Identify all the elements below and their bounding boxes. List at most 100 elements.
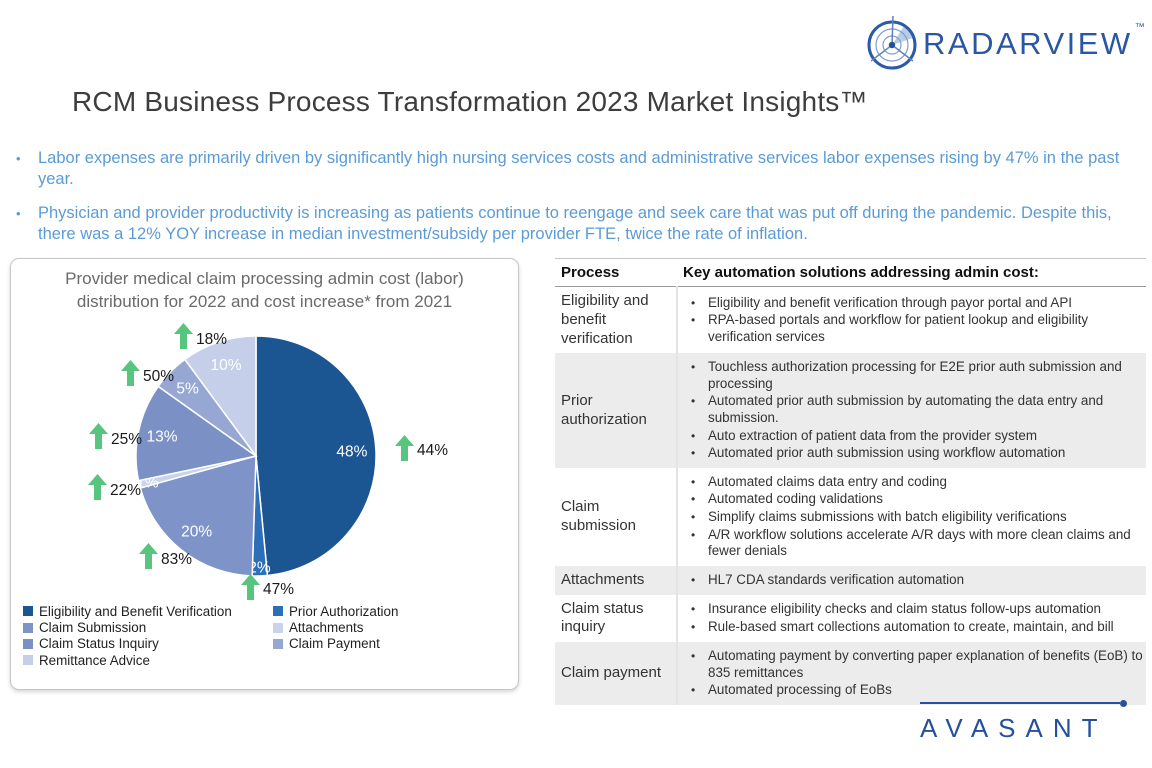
increase-arrow-icon [121,360,140,386]
increase-label: 83% [161,551,192,568]
pie-value-label: 48% [336,443,367,460]
legend-label: Claim Payment [289,636,380,652]
increase-label: 47% [263,581,294,598]
solution-item: • Automated claims data entry and coding [680,474,1144,491]
process-row: Claim status inquiry • Insurance eligibili… [555,594,1146,643]
solution-text: Automating payment by converting paper e… [708,648,1143,680]
solution-text: Automated coding validations [708,491,883,507]
process-name: Claim status inquiry [561,599,644,636]
pie-chart: 48%2%20%1%13%5%10%44%47%83%22%25%50%18% [88,323,448,600]
bullet-marker: • [691,474,696,489]
bullet-marker: • [16,206,21,221]
legend-item: Claim Submission [23,619,273,635]
process-row: Attachments • HL7 CDA standards verificati… [555,565,1146,595]
solution-item: • Auto extraction of patient data from th… [680,428,1144,445]
bullet-marker: • [691,619,696,634]
solution-text: Simplify claims submissions with batch e… [708,509,1067,524]
bullet-marker: • [691,492,696,507]
legend-swatch-prior-authorization [273,606,283,617]
solution-text: Rule-based smart collections automation … [708,618,1114,634]
solution-item: • Automated prior auth submission by auto… [680,393,1144,426]
process-row: Claim payment • Automating payment by conv… [555,642,1146,705]
solution-item: • Automating payment by converting paper … [680,648,1144,681]
solution-item: • A/R workflow solutions accelerate A/R d… [680,527,1144,560]
bullet-marker: • [691,428,696,443]
solutions-cell: • Touchless authorization processing for … [676,353,1146,468]
pie-value-label: 20% [181,524,212,541]
legend-swatch-attachments [273,622,283,633]
legend-item: Remittance Advice [23,652,273,668]
pie-value-label: 5% [176,381,199,398]
pie-slice-remittance-advice [183,335,257,459]
bullet-marker: • [691,510,696,524]
solution-text: Auto extraction of patient data from the… [708,427,1037,443]
solution-text: Automated prior auth submission using wo… [708,445,1066,461]
solutions-cell: • Automating payment by converting paper … [676,642,1146,705]
legend-item: Claim Status Inquiry [23,636,273,652]
increase-label: 50% [143,368,174,385]
page-title: RCM Business Process Transformation 2023… [72,86,868,117]
chart-panel: Provider medical claim processing admin … [10,258,519,690]
legend-swatch-eligibility-and-benefit-verification [23,606,33,617]
increase-arrow-icon [88,474,107,500]
increase-arrow-icon [139,543,158,569]
solutions-cell: • Eligibility and benefit verification th… [676,286,1146,354]
process-name: Claim payment [561,664,662,682]
insight-text-1: Labor expenses are primarily driven by s… [38,149,1120,188]
process-name: Prior authorization [561,391,647,428]
pie-value-label: 2% [248,560,271,577]
solution-item: • Simplify claims submissions with batch … [680,509,1144,526]
column-header-process: Process [555,258,677,287]
increase-label: 18% [196,331,227,348]
increase-label: 22% [110,482,141,499]
radarview-logo: RADARVIEW ™ [866,14,1145,74]
legend-label: Claim Status Inquiry [39,636,159,652]
avasant-line-decoration [920,699,1127,707]
solution-text: HL7 CDA standards verification automatio… [708,571,965,587]
bullet-marker: • [691,572,696,587]
insight-text-2: Physician and provider productivity is i… [38,204,1112,243]
increase-arrow-icon [174,323,193,349]
solution-item: • HL7 CDA standards verification automati… [680,572,1144,589]
process-name: Claim submission [561,498,637,534]
solution-text: Automated claims data entry and coding [708,473,947,489]
process-row: Claim submission • Automated claims data e… [555,467,1146,566]
legend-item: Attachments [273,619,509,635]
pie-slice-eligibility-and-benefit-verification [255,335,377,577]
process-name: Eligibility and benefit verification [561,292,649,347]
solution-item: • RPA-based portals and workflow for pati… [680,312,1144,345]
bullet-marker: • [691,649,696,664]
avasant-logo: AVASANT [920,699,1128,744]
solution-text: Eligibility and benefit verification thr… [708,294,1072,310]
insight-bullets: • Labor expenses are primarily driven by… [14,148,1140,258]
legend-label: Remittance Advice [39,652,150,668]
pie-value-label: 10% [210,357,241,374]
solution-item: • Automated processing of EoBs [680,682,1144,699]
insight-bullet-2: • Physician and provider productivity is… [14,203,1140,245]
legend-item: Prior Authorization [273,603,509,619]
solution-text: Automated processing of EoBs [708,682,892,698]
column-header-solutions: Key automation solutions addressing admi… [677,258,1146,287]
solution-item: • Rule-based smart collections automation… [680,619,1144,636]
solution-text: RPA-based portals and workflow for patie… [708,312,1089,344]
pie-value-label: 13% [146,428,177,445]
process-name: Attachments [561,570,645,588]
bullet-marker: • [691,602,696,617]
increase-label: 44% [417,442,448,459]
solutions-cell: • HL7 CDA standards verification automati… [676,565,1146,595]
legend-swatch-claim-payment [273,638,283,649]
radar-icon [867,15,917,70]
legend-swatch-claim-submission [23,622,33,633]
radarview-wordmark: RADARVIEW [923,26,1133,61]
avasant-wordmark: AVASANT [920,713,1108,743]
increase-arrow-icon [395,435,414,461]
increase-label: 25% [111,431,142,448]
process-table: Process Key automation solutions address… [555,258,1146,705]
pie-slice-claim-status-inquiry [135,385,258,482]
process-row: Prior authorization • Touchless authorizat… [555,353,1146,468]
legend-item: Eligibility and Benefit Verification [23,603,273,619]
bullet-marker: • [691,295,696,310]
legend-label: Attachments [289,620,364,636]
bullet-marker: • [691,394,696,409]
